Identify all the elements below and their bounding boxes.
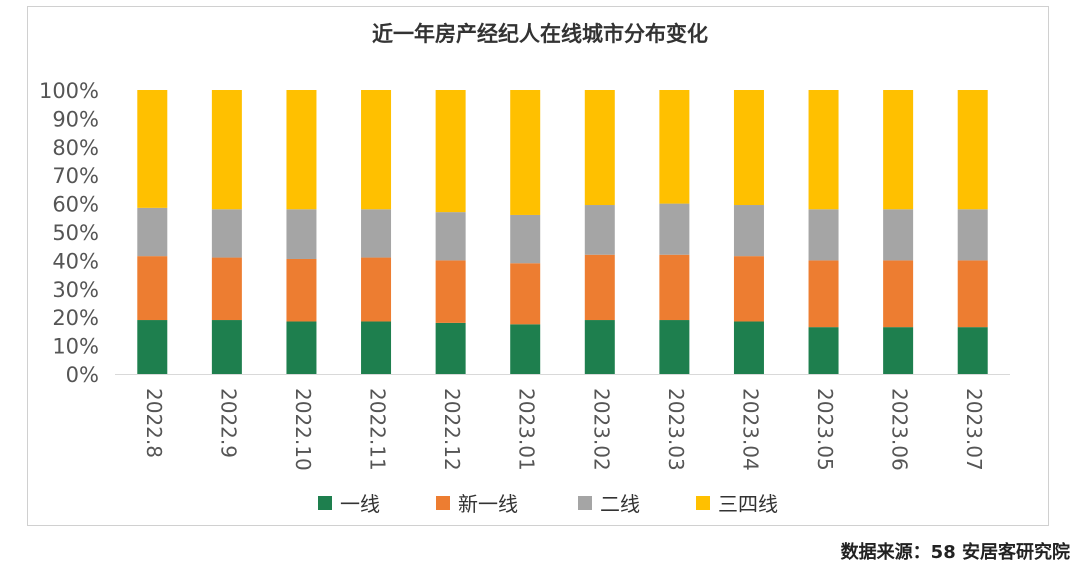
bar-segment-erxian <box>659 203 690 255</box>
y-tick-label: 40% <box>52 249 99 273</box>
bar-segment-yixian <box>883 327 914 374</box>
legend-swatch-erxian <box>578 495 592 510</box>
bar-segment-xinyixian <box>435 260 466 323</box>
legend-item-xinyixian: 新一线 <box>436 488 518 517</box>
y-tick-label: 70% <box>52 164 99 188</box>
y-tick-label: 90% <box>52 107 99 131</box>
data-source: 数据来源：58 安居客研究院 <box>840 542 1070 563</box>
y-tick-label: 50% <box>52 221 99 245</box>
bar-segment-erxian <box>286 209 317 259</box>
y-tick-label: 30% <box>52 278 99 302</box>
bar-segment-erxian <box>733 205 764 257</box>
bar-segment-sansixian <box>510 90 541 215</box>
bar-segment-yixian <box>584 320 615 374</box>
bar-segment-erxian <box>808 209 839 261</box>
chart-legend: 一线 新一线 二线 三四线 <box>0 488 1080 518</box>
y-tick-label: 60% <box>52 193 99 217</box>
legend-label-yixian: 一线 <box>340 492 380 516</box>
bar-segment-erxian <box>435 212 466 261</box>
legend-item-sansixian: 三四线 <box>696 488 778 517</box>
bar-segment-xinyixian <box>584 254 615 321</box>
bar-segment-xinyixian <box>211 257 242 321</box>
x-tick-label: 2022.9 <box>216 388 240 458</box>
bar-segment-erxian <box>584 205 615 255</box>
bar-segment-sansixian <box>211 90 242 210</box>
y-tick-label: 10% <box>52 335 99 359</box>
bar-segment-sansixian <box>808 90 839 210</box>
bar-segment-sansixian <box>659 90 690 204</box>
bar-segment-yixian <box>659 320 690 374</box>
y-tick-label: 0% <box>66 363 99 387</box>
bar-segment-xinyixian <box>957 260 988 328</box>
bar-segment-sansixian <box>435 90 466 213</box>
x-tick-label: 2023.04 <box>738 388 762 471</box>
bar-segment-yixian <box>137 320 168 374</box>
legend-label-xinyixian: 新一线 <box>458 492 518 516</box>
x-tick-label: 2022.12 <box>440 388 464 471</box>
bar-segment-xinyixian <box>883 260 914 328</box>
x-tick-label: 2023.07 <box>962 388 986 471</box>
legend-label-sansixian: 三四线 <box>718 492 778 516</box>
x-tick-label: 2022.11 <box>366 388 390 471</box>
bar-segment-xinyixian <box>808 260 839 328</box>
y-tick-label: 20% <box>52 306 99 330</box>
y-tick-label: 100% <box>39 79 99 103</box>
bar-segment-xinyixian <box>137 256 168 321</box>
bar-segment-yixian <box>361 321 392 374</box>
bar-segment-yixian <box>435 322 466 374</box>
bar-segment-yixian <box>957 327 988 374</box>
bar-segment-sansixian <box>361 90 392 210</box>
chart-title: 近一年房产经纪人在线城市分布变化 <box>372 22 708 46</box>
bar-segment-yixian <box>510 324 541 374</box>
bar-segment-sansixian <box>733 90 764 206</box>
bar-segment-yixian <box>211 320 242 374</box>
bar-segment-xinyixian <box>659 254 690 321</box>
bar-segment-sansixian <box>584 90 615 206</box>
x-tick-label: 2022.10 <box>291 388 315 471</box>
bar-segment-erxian <box>137 207 168 257</box>
x-tick-label: 2023.03 <box>664 388 688 471</box>
legend-item-yixian: 一线 <box>318 488 380 517</box>
y-tick-label: 80% <box>52 136 99 160</box>
bar-segment-erxian <box>361 209 392 258</box>
legend-swatch-yixian <box>318 495 332 510</box>
bar-segment-sansixian <box>137 90 168 208</box>
x-tick-label: 2023.05 <box>813 388 837 471</box>
bar-segment-erxian <box>957 209 988 261</box>
bar-segment-yixian <box>733 321 764 374</box>
x-tick-label: 2023.01 <box>515 388 539 471</box>
bar-segment-sansixian <box>957 90 988 210</box>
bar-segment-yixian <box>286 321 317 374</box>
bar-segment-xinyixian <box>361 257 392 322</box>
bar-segment-sansixian <box>286 90 317 210</box>
legend-swatch-sansixian <box>696 495 710 510</box>
x-tick-label: 2022.8 <box>142 388 166 458</box>
bar-segment-sansixian <box>883 90 914 210</box>
legend-label-erxian: 二线 <box>600 492 640 516</box>
legend-swatch-xinyixian <box>436 495 450 510</box>
bar-segment-xinyixian <box>733 256 764 322</box>
bar-segment-yixian <box>808 327 839 374</box>
bar-segment-xinyixian <box>510 263 541 325</box>
bar-segment-xinyixian <box>286 258 317 322</box>
x-tick-label: 2023.02 <box>589 388 613 471</box>
bar-segment-erxian <box>211 209 242 258</box>
x-tick-label: 2023.06 <box>888 388 912 471</box>
legend-item-erxian: 二线 <box>578 488 640 517</box>
bar-segment-erxian <box>510 214 541 264</box>
bar-segment-erxian <box>883 209 914 261</box>
